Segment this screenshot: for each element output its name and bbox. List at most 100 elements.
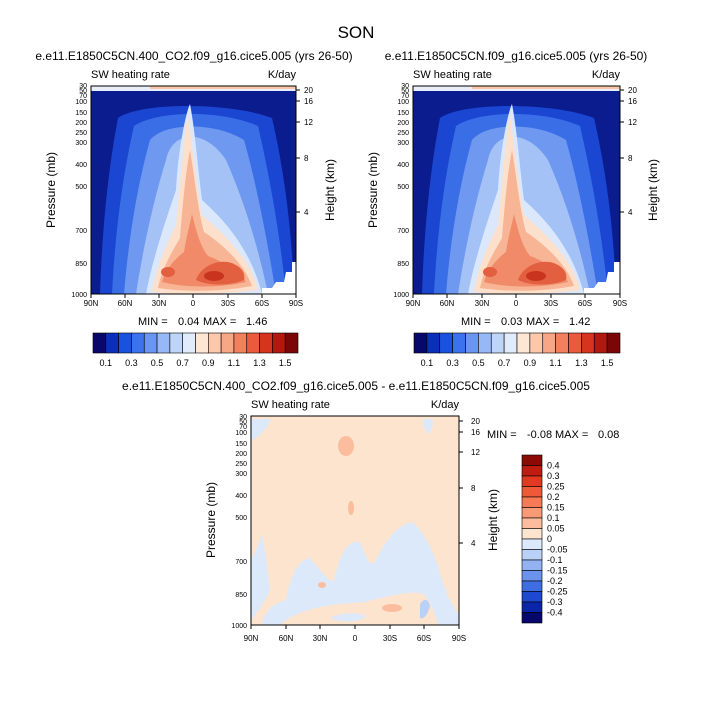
panel-b-min-value: 0.03 (501, 316, 522, 328)
panel-b-htick-2: 12 (628, 118, 637, 127)
panel-a-ylabel: Pressure (mb) (44, 152, 58, 228)
panel-a-ytick-3: 100 (75, 99, 87, 106)
panel-c-colorbar-swatch (521, 496, 543, 508)
panel-a-colorbar-swatch (118, 332, 132, 354)
panel-c-htick-0: 20 (471, 417, 480, 426)
panel-a-field (91, 86, 296, 294)
panel-c-xtick-2: 30N (313, 634, 328, 643)
panel-c-colorbar-swatch (521, 475, 543, 487)
panel-b-ytick-7: 300 (397, 140, 409, 147)
panel-b-xtick-0: 90N (406, 299, 421, 308)
panel-c-colorbar-swatch (521, 601, 543, 613)
panel-c-colorbar-label: 0.15 (547, 503, 565, 513)
panel-c-colorbar-label: -0.4 (547, 608, 563, 618)
panel-b-missing (584, 262, 620, 294)
panel-c-colorbar-label: 0.4 (547, 461, 560, 471)
panel-a-htick-0: 20 (304, 86, 313, 95)
panel-a-colorbar-swatch (259, 332, 273, 354)
panel-c-colorbar-label: -0.25 (547, 587, 568, 597)
panel-b: e.e11.E1850C5CN.f09_g16.cice5.005 (yrs 2… (366, 49, 660, 368)
panel-b-colorbar-swatch (593, 332, 608, 354)
panel-a-stats: MIN = 0.04 MAX = 1.46 (138, 316, 267, 328)
panel-c-colorbar-swatch (521, 591, 543, 603)
panel-a-colorbar-label: 0.5 (151, 358, 164, 368)
panel-c-xtick-1: 60N (279, 634, 294, 643)
panel-a-ytick-9: 500 (75, 184, 87, 191)
panel-b-units-label: K/day (592, 69, 621, 81)
panel-b-ytick-1: 50 (401, 88, 409, 95)
panel-c-max-label: MAX = (555, 429, 588, 441)
panel-c-colorbar-swatch (521, 570, 543, 582)
panel-b-height-axis: 20 16 12 8 4 (620, 86, 637, 217)
panel-c-ylabel-right: Height (km) (486, 489, 500, 551)
panel-b-htick-3: 8 (628, 154, 633, 163)
panel-b-xtick-5: 60S (578, 299, 592, 308)
panel-c-xtick-6: 90S (452, 634, 466, 643)
panel-c-colorbar: 0.40.30.250.20.150.10.050-0.05-0.1-0.15-… (521, 454, 568, 624)
panel-a-units-label: K/day (268, 69, 297, 81)
panel-c-variable-label: SW heating rate (251, 399, 330, 411)
panel-b-max-label: MAX = (526, 316, 559, 328)
panel-b-xtick-4: 30S (544, 299, 558, 308)
panel-b-colorbar-swatch (568, 332, 582, 354)
panel-a-ytick-8: 400 (75, 162, 87, 169)
panel-c-neg-right (420, 599, 430, 619)
panel-b-colorbar-label: 0.5 (472, 358, 485, 368)
panel-a-colorbar-swatch (208, 332, 222, 354)
panel-c-colorbar-label: 0.25 (547, 482, 565, 492)
panel-c-ytick-11: 850 (235, 592, 247, 599)
panel-a-ytick-5: 200 (75, 120, 87, 127)
panel-a-variable-label: SW heating rate (91, 69, 170, 81)
panel-a-band-11 (204, 271, 224, 281)
panel-a-max-value: 1.46 (246, 316, 267, 328)
panel-a-colorbar-swatch (105, 332, 119, 354)
panel-b-title: e.e11.E1850C5CN.f09_g16.cice5.005 (yrs 2… (385, 49, 648, 63)
panel-a-xtick-4: 30S (221, 299, 235, 308)
panel-b-colorbar-swatch (478, 332, 492, 354)
panel-b-colorbar-swatch (529, 332, 544, 354)
panel-b-ylabel-right: Height (km) (646, 159, 660, 221)
panel-a-colorbar-swatch (195, 332, 209, 354)
panel-b-ytick-10: 700 (397, 228, 409, 235)
panel-a-ytick-0: 30 (79, 83, 87, 90)
panel-b-ytick-5: 200 (397, 120, 409, 127)
panel-a-yaxis: 30 50 70 100 150 200 250 300 400 500 700… (71, 83, 87, 299)
panel-a-ytick-11: 850 (75, 261, 87, 268)
panel-c-ytick-8: 400 (235, 493, 247, 500)
panel-a-colorbar-label: 0.7 (176, 358, 189, 368)
panel-b-ytick-4: 150 (397, 110, 409, 117)
panel-c-colorbar-swatch (521, 465, 543, 477)
panel-c-colorbar-label: 0.3 (547, 471, 560, 481)
panel-a-band-12 (161, 267, 175, 277)
panel-c-ytick-12: 1000 (231, 623, 247, 630)
panel-a-htick-4: 4 (304, 208, 309, 217)
panel-a-title: e.e11.E1850C5CN.400_CO2.f09_g16.cice5.00… (35, 49, 352, 63)
panel-c-colorbar-swatch (521, 538, 543, 550)
panel-a-ytick-1: 50 (79, 88, 87, 95)
panel-c-xtick-4: 30S (383, 634, 397, 643)
panel-c-height-axis: 20 16 12 8 4 (459, 417, 480, 548)
panel-c-xtick-5: 60S (417, 634, 431, 643)
panel-c-ytick-7: 300 (235, 471, 247, 478)
panel-c-max-value: 0.08 (598, 429, 619, 441)
panel-c-pos-lowerleft (318, 582, 326, 588)
panel-c-colorbar-label: 0.2 (547, 492, 560, 502)
panel-a-xtick-6: 90S (289, 299, 303, 308)
panel-a-missing (262, 262, 296, 294)
panel-b-xtick-6: 90S (613, 299, 627, 308)
panel-c-ytick-1: 50 (239, 419, 247, 426)
panel-b-xaxis: 90N 60N 30N 0 30S 60S 90S (406, 294, 627, 308)
panel-a-max-label: MAX = (203, 316, 236, 328)
panel-c-pos-lower (280, 592, 438, 625)
panel-c-colorbar-label: 0.1 (547, 513, 560, 523)
page-title: SON (338, 23, 375, 42)
panel-b-ylabel: Pressure (mb) (366, 152, 380, 228)
panel-b-colorbar-swatch (452, 332, 466, 354)
panel-c-colorbar-label: -0.15 (547, 566, 568, 576)
panel-b-ytick-3: 100 (397, 99, 409, 106)
panel-a-colorbar-swatch (233, 332, 248, 354)
panel-c-xaxis: 90N 60N 30N 0 30S 60S 90S (244, 625, 466, 643)
panel-a: e.e11.E1850C5CN.400_CO2.f09_g16.cice5.00… (35, 49, 352, 368)
panel-c-ylabel: Pressure (mb) (204, 482, 218, 558)
panel-c-top-layer (251, 416, 459, 419)
